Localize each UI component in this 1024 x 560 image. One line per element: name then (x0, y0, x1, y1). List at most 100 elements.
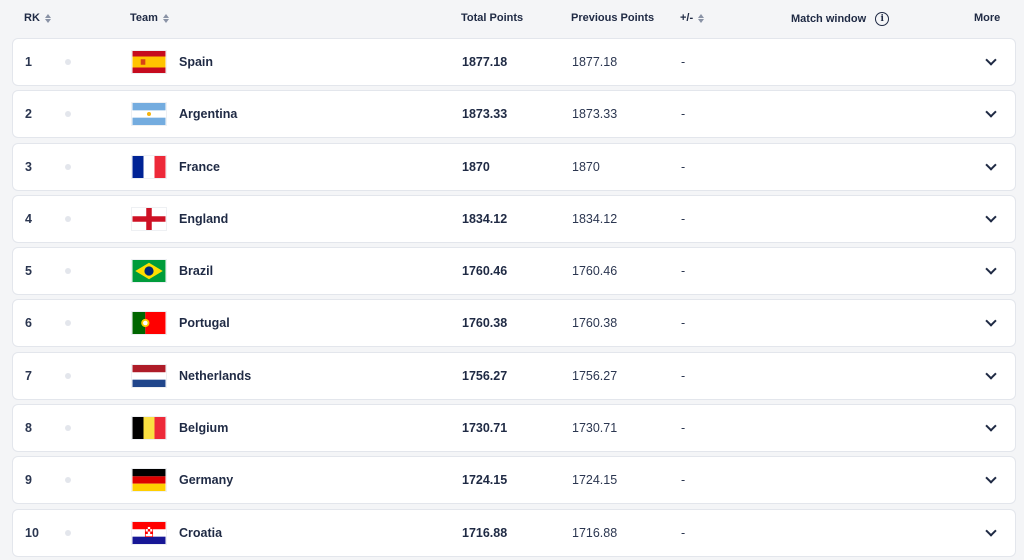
info-icon[interactable]: i (875, 12, 890, 26)
previous-points-header-label: Previous Points (571, 12, 655, 24)
match-window-header-label: Match window (791, 13, 867, 25)
rank-value: 6 (25, 316, 32, 331)
status-dot (65, 248, 71, 294)
previous-points-header: Previous Points (571, 12, 654, 24)
table-row[interactable]: 5 Brazil 1760.46 1760.46 - (12, 247, 1016, 296)
total-points-header-label: Total Points (461, 12, 524, 24)
points-change: - (681, 107, 686, 122)
team-header-label: Team (130, 12, 158, 24)
total-points: 1724.15 (462, 473, 508, 488)
chevron-down-icon (985, 158, 997, 171)
team-name: Brazil (179, 264, 214, 279)
team-name: Spain (179, 55, 214, 69)
total-points-header: Total Points (461, 12, 523, 24)
portugal-flag (131, 300, 167, 346)
previous-points: 1877.18 (572, 55, 618, 69)
team-name: Belgium (179, 421, 229, 436)
status-dot (65, 144, 71, 190)
team-name: France (179, 159, 220, 174)
points-change: - (681, 421, 686, 436)
croatia-flag (131, 510, 167, 556)
table-row[interactable]: 10 Croatia 1716.88 1716.88 - (12, 508, 1016, 557)
expand-button[interactable] (981, 405, 1001, 451)
chevron-down-icon (985, 54, 997, 66)
expand-button[interactable] (981, 144, 1001, 190)
rank-value: 1 (25, 55, 32, 69)
change-header-label: +/- (680, 12, 694, 24)
rank-value: 10 (25, 525, 39, 540)
match-window-header: Match window i (791, 12, 890, 26)
points-change: - (681, 264, 686, 279)
sort-icon[interactable] (44, 13, 51, 23)
netherlands-flag (131, 353, 167, 399)
total-points: 1834.12 (462, 211, 508, 226)
germany-flag (131, 457, 167, 503)
table-row[interactable]: 6 Portugal 1760.38 1760.38 - (12, 299, 1016, 348)
total-points: 1873.33 (462, 107, 508, 122)
table-row[interactable]: 9 Germany 1724.15 1724.15 - (12, 456, 1016, 505)
chevron-down-icon (985, 106, 997, 118)
expand-button[interactable] (981, 457, 1001, 503)
france-flag (131, 144, 167, 190)
table-row[interactable]: 3 France 1870 1870 - (12, 142, 1016, 191)
expand-button[interactable] (981, 91, 1001, 137)
spain-flag (131, 39, 167, 85)
team-name: Germany (179, 473, 234, 488)
argentina-flag (131, 91, 167, 137)
table-row[interactable]: 2 Argentina 1873.33 1873.33 - (12, 90, 1016, 139)
expand-button[interactable] (981, 196, 1001, 242)
team-name: England (179, 211, 229, 226)
expand-button[interactable] (981, 39, 1001, 85)
status-dot (65, 196, 71, 242)
chevron-down-icon (985, 420, 997, 432)
status-dot (65, 300, 71, 346)
team-name: Netherlands (179, 368, 252, 383)
previous-points: 1756.27 (572, 368, 618, 383)
sort-icon[interactable] (162, 13, 169, 23)
points-change: - (681, 55, 686, 69)
rank-value: 3 (25, 159, 32, 174)
more-header: More (974, 12, 1000, 24)
rank-value: 4 (25, 211, 32, 226)
previous-points: 1870 (572, 159, 600, 174)
chevron-down-icon (985, 315, 997, 328)
rank-value: 9 (25, 473, 32, 488)
total-points: 1716.88 (462, 525, 508, 540)
chevron-down-icon (985, 368, 997, 380)
previous-points: 1834.12 (572, 211, 618, 226)
status-dot (65, 457, 71, 503)
rankings-list: 1 Spain 1877.18 1877.18 - 2 (12, 38, 1016, 560)
status-dot (65, 510, 71, 556)
sort-icon[interactable] (698, 13, 705, 23)
more-header-label: More (974, 12, 1001, 24)
rank-header[interactable]: RK (24, 12, 51, 24)
points-change: - (681, 316, 686, 331)
expand-button[interactable] (981, 300, 1001, 346)
expand-button[interactable] (981, 353, 1001, 399)
brazil-flag (131, 248, 167, 294)
table-header: RK Team Total Points Previous Points +/-… (0, 0, 1024, 36)
table-row[interactable]: 7 Netherlands 1756.27 1756.27 - (12, 351, 1016, 400)
status-dot (65, 405, 71, 451)
team-header[interactable]: Team (130, 12, 169, 24)
status-dot (65, 91, 71, 137)
status-dot (65, 39, 71, 85)
table-row[interactable]: 1 Spain 1877.18 1877.18 - (12, 38, 1016, 86)
points-change: - (681, 473, 686, 488)
table-row[interactable]: 4 England 1834.12 1834.12 - (12, 194, 1016, 243)
rank-value: 8 (25, 421, 32, 436)
expand-button[interactable] (981, 248, 1001, 294)
chevron-down-icon (985, 525, 997, 537)
points-change: - (681, 159, 686, 174)
points-change: - (681, 211, 686, 226)
team-name: Croatia (179, 525, 223, 540)
previous-points: 1873.33 (572, 107, 618, 122)
status-dot (65, 353, 71, 399)
rank-value: 2 (25, 107, 32, 122)
previous-points: 1760.46 (572, 264, 618, 279)
expand-button[interactable] (981, 510, 1001, 556)
table-row[interactable]: 8 Belgium 1730.71 1730.71 - (12, 404, 1016, 453)
change-header[interactable]: +/- (680, 12, 705, 24)
points-change: - (681, 368, 686, 383)
